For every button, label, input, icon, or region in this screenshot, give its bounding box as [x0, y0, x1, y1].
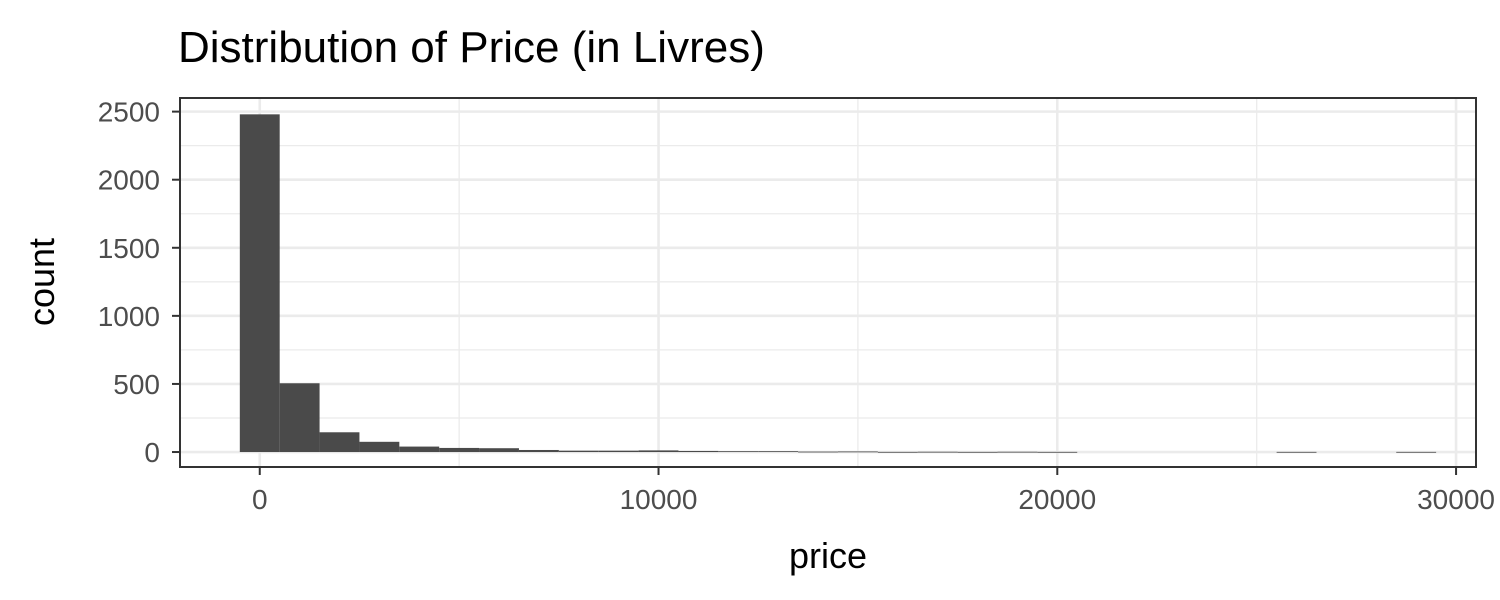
histogram-bar: [279, 383, 320, 453]
chart-title: Distribution of Price (in Livres): [178, 23, 765, 72]
histogram-bar: [558, 450, 599, 453]
histogram-bar: [598, 450, 639, 453]
histogram-bar: [758, 451, 799, 453]
y-tick-label: 500: [113, 369, 160, 400]
histogram-bar: [479, 448, 519, 453]
x-tick-label: 30000: [1417, 484, 1495, 515]
histogram-bar: [877, 451, 918, 453]
grid-layer: [180, 98, 1476, 467]
histogram-bar: [917, 451, 958, 453]
ticks-layer: 0 10000 20000 30000 0 500 1000 1500 2000 2500: [98, 97, 1495, 515]
histogram-bar: [1276, 451, 1317, 453]
panel-border: [179, 97, 1477, 468]
histogram-bar: [1037, 451, 1078, 453]
histogram-bar: [957, 451, 998, 453]
y-tick-label: 2000: [98, 165, 160, 196]
histogram-bar: [239, 114, 280, 453]
histogram-bar: [1396, 451, 1437, 453]
histogram-bar: [319, 432, 360, 453]
bars-layer: [239, 114, 1437, 453]
histogram-bar: [798, 451, 838, 453]
histogram-bar: [518, 449, 559, 453]
x-axis-title: price: [789, 535, 867, 576]
x-tick-label: 10000: [620, 484, 698, 515]
y-axis-title: count: [21, 238, 62, 326]
histogram-bar: [837, 451, 878, 453]
y-tick-label: 1500: [98, 233, 160, 264]
histogram-bar: [997, 451, 1038, 453]
histogram-bar: [359, 441, 400, 453]
histogram-bar: [678, 450, 719, 453]
x-tick-label: 20000: [1018, 484, 1096, 515]
histogram-bar: [439, 447, 480, 453]
histogram-bar: [399, 446, 440, 453]
y-tick-label: 0: [144, 437, 160, 468]
y-tick-label: 2500: [98, 97, 160, 128]
y-tick-label: 1000: [98, 301, 160, 332]
x-tick-label: 0: [252, 484, 268, 515]
histogram-bar: [638, 450, 679, 453]
histogram-bar: [718, 451, 759, 453]
